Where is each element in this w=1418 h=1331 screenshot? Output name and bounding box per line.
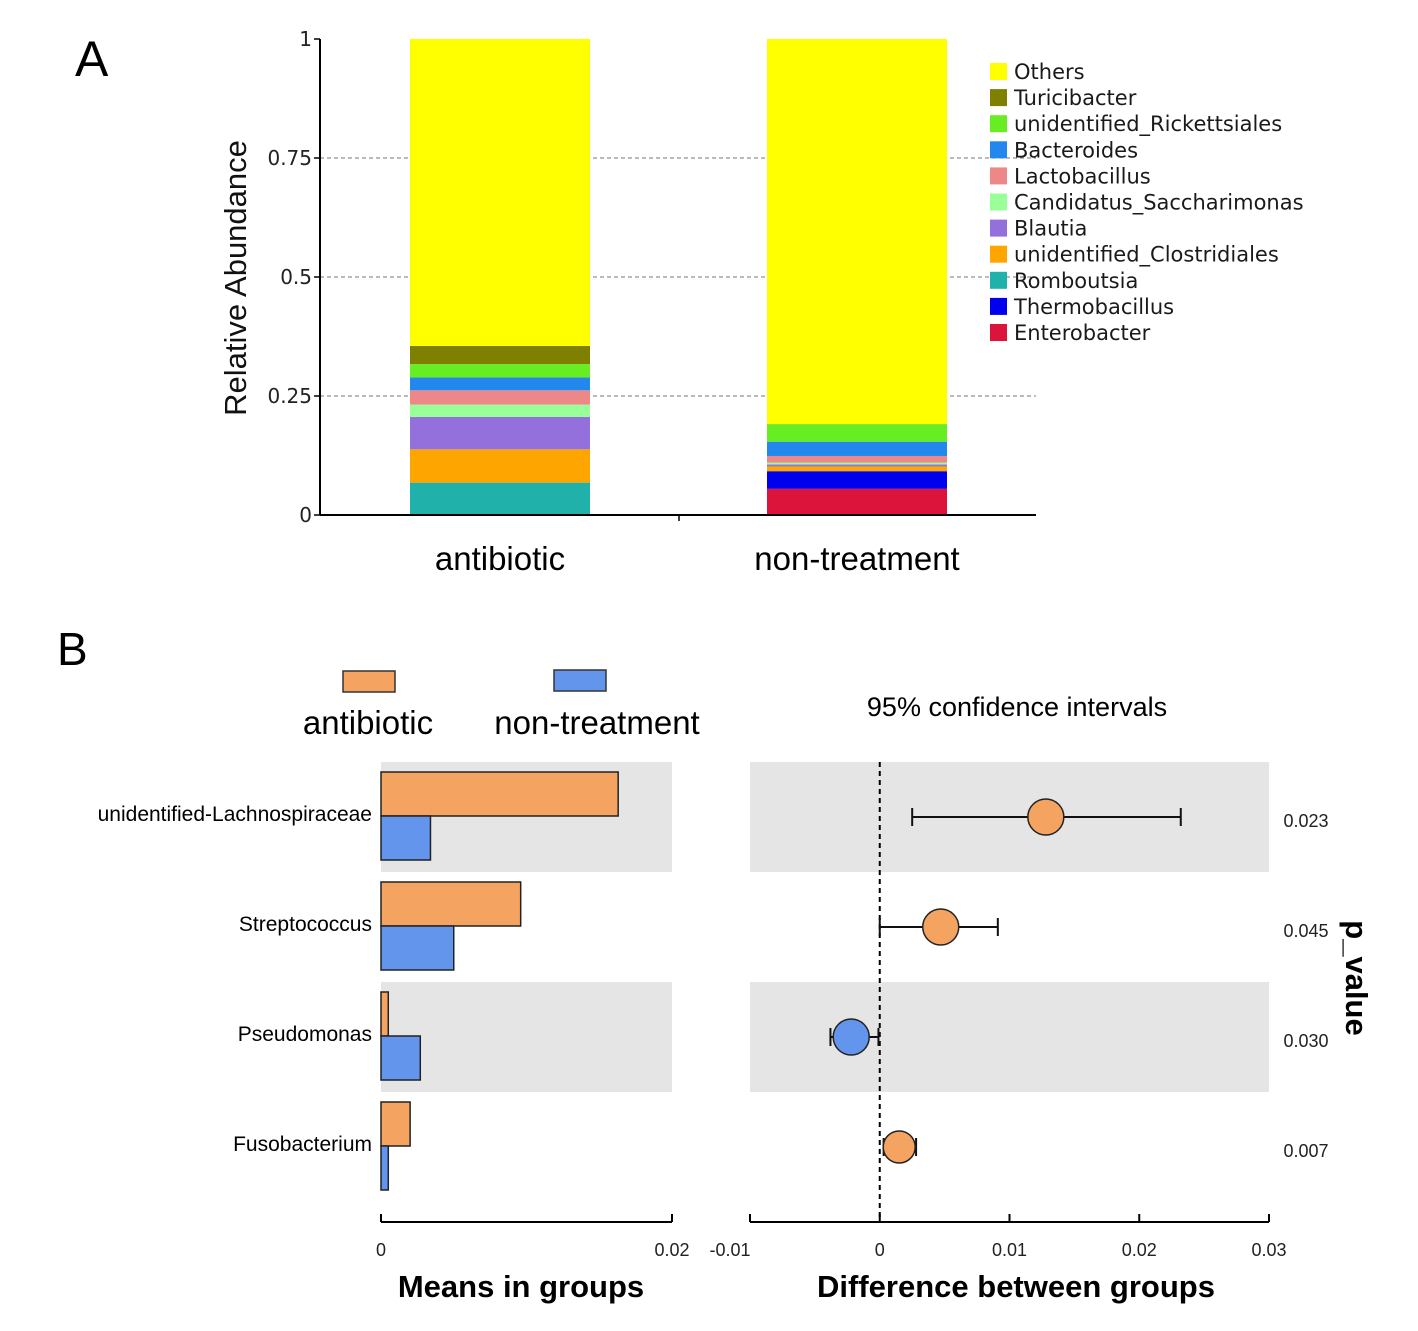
x-tick-label-0: 0 bbox=[875, 1240, 885, 1260]
legend-swatch-thermobacillus bbox=[990, 297, 1007, 315]
bar-antibiotic-streptococcus bbox=[380, 881, 522, 927]
legend-swatch-unidentified-rickettsiales bbox=[990, 115, 1007, 133]
legend-label-bacteroides: Bacteroides bbox=[1014, 138, 1138, 162]
bar-segment-non-treatment-lactobacillus bbox=[767, 455, 947, 463]
bar-segment-non-treatment-unidentified-rickettsiales bbox=[767, 424, 947, 442]
p-value-axis-label: p_value bbox=[1339, 920, 1374, 1035]
bar-segment-antibiotic-lactobacillus bbox=[410, 390, 590, 405]
chart-title: 95% confidence intervals bbox=[867, 692, 1167, 722]
bar-segment-non-treatment-thermobacillus bbox=[767, 471, 947, 489]
legend-label-turicibacter: Turicibacter bbox=[1013, 86, 1137, 110]
legend-swatch-non-treatment bbox=[553, 669, 607, 692]
bar-segment-antibiotic-unidentified-rickettsiales bbox=[410, 364, 590, 378]
x-axis-label: Means in groups bbox=[398, 1269, 644, 1304]
y-tick-label-1: 1 bbox=[299, 27, 312, 51]
row-background-2 bbox=[381, 982, 672, 1092]
panel-b-difference-chart: 95% confidence intervals0.0230.0450.0300… bbox=[709, 692, 1374, 1304]
bar-segment-non-treatment-blautia bbox=[767, 464, 947, 467]
category-label-fusobacterium: Fusobacterium bbox=[233, 1133, 372, 1156]
x-tick-label-0-01: 0.01 bbox=[992, 1240, 1027, 1260]
bar-segment-antibiotic-unidentified-clostridiales bbox=[410, 449, 590, 483]
row-background-2 bbox=[750, 982, 1269, 1092]
x-tick-label-non-treatment: non-treatment bbox=[754, 540, 959, 577]
legend-label-lactobacillus: Lactobacillus bbox=[1014, 164, 1151, 188]
legend-swatch-candidatus-saccharimonas bbox=[990, 193, 1007, 211]
x-tick-label-antibiotic: antibiotic bbox=[435, 540, 565, 577]
bar-segment-non-treatment-enterobacter bbox=[767, 488, 947, 515]
y-axis-label: Relative Abundance bbox=[218, 140, 253, 416]
estimate-point-unidentified-lachnospiraceae bbox=[1027, 798, 1065, 836]
legend-swatch-turicibacter bbox=[990, 89, 1007, 107]
legend-label-romboutsia: Romboutsia bbox=[1014, 269, 1138, 293]
bar-segment-antibiotic-turicibacter bbox=[410, 346, 590, 365]
legend-swatch-enterobacter bbox=[990, 324, 1007, 341]
legend-label-unidentified-clostridiales: unidentified_Clostridiales bbox=[1014, 243, 1279, 268]
bar-segment-non-treatment-unidentified-clostridiales bbox=[767, 466, 947, 472]
panel-b-means-chart: antibiotic non-treatment unidentified-Lach… bbox=[98, 669, 700, 1304]
legend-label-others: Others bbox=[1014, 60, 1085, 84]
x-tick-label-0-02: 0.02 bbox=[654, 1240, 689, 1260]
bar-segment-non-treatment-bacteroides bbox=[767, 441, 947, 456]
bar-segment-antibiotic-romboutsia bbox=[410, 482, 590, 515]
bar-non-treatment-unidentified-lachnospiraceae bbox=[380, 815, 432, 861]
bar-non-treatment-pseudomonas bbox=[380, 1035, 422, 1081]
x-tick-label-0-01: -0.01 bbox=[709, 1240, 750, 1260]
legend-swatch-blautia bbox=[990, 219, 1007, 237]
legend-swatch-others bbox=[990, 63, 1007, 80]
p-value-streptococcus: 0.045 bbox=[1283, 921, 1328, 941]
bar-antibiotic-unidentified-lachnospiraceae bbox=[380, 771, 619, 817]
panel-a-stacked-bar-chart: antibiotic non-treatment 0 0.25 0.5 0.75 1 Rela… bbox=[218, 27, 1304, 577]
panel-a-label: A bbox=[75, 31, 109, 87]
legend-label-non-treatment: non-treatment bbox=[494, 704, 699, 741]
legend-label-antibiotic: antibiotic bbox=[303, 704, 433, 741]
legend-swatch-unidentified-clostridiales bbox=[990, 245, 1007, 263]
legend-label-enterobacter: Enterobacter bbox=[1014, 321, 1151, 345]
estimate-point-fusobacterium bbox=[882, 1130, 916, 1164]
legend-label-thermobacillus: Thermobacillus bbox=[1013, 295, 1174, 319]
bar-non-treatment-fusobacterium bbox=[380, 1145, 390, 1191]
x-tick-label-0-02: 0.02 bbox=[1122, 1240, 1157, 1260]
legend-swatch-lactobacillus bbox=[990, 167, 1007, 185]
p-value-unidentified-lachnospiraceae: 0.023 bbox=[1283, 811, 1328, 831]
legend-label-unidentified-rickettsiales: unidentified_Rickettsiales bbox=[1014, 112, 1282, 137]
legend-swatch-antibiotic bbox=[342, 670, 396, 693]
y-tick-label-0-75: 0.75 bbox=[267, 146, 312, 170]
p-value-fusobacterium: 0.007 bbox=[1283, 1141, 1328, 1161]
bar-antibiotic-fusobacterium bbox=[380, 1101, 411, 1147]
category-label-streptococcus: Streptococcus bbox=[239, 913, 372, 936]
legend-swatch-romboutsia bbox=[990, 271, 1007, 289]
x-tick-label-0: 0 bbox=[376, 1240, 386, 1260]
panel-b-label: B bbox=[57, 623, 88, 675]
y-tick-label-0-25: 0.25 bbox=[267, 384, 312, 408]
bar-segment-non-treatment-others bbox=[767, 39, 947, 425]
bar-segment-antibiotic-candidatus-saccharimonas bbox=[410, 404, 590, 417]
x-tick-label-0-03: 0.03 bbox=[1251, 1240, 1286, 1260]
bar-segment-antibiotic-bacteroides bbox=[410, 377, 590, 391]
bar-segment-non-treatment-candidatus-saccharimonas bbox=[767, 462, 947, 465]
bar-segment-antibiotic-blautia bbox=[410, 416, 590, 450]
legend-swatch-bacteroides bbox=[990, 141, 1007, 159]
bar-non-treatment-streptococcus bbox=[380, 925, 455, 971]
category-label-unidentified-lachnospiraceae: unidentified-Lachnospiraceae bbox=[98, 803, 372, 826]
legend-label-candidatus-saccharimonas: Candidatus_Saccharimonas bbox=[1014, 191, 1304, 216]
y-tick-label-0-5: 0.5 bbox=[280, 265, 312, 289]
legend-label-blautia: Blautia bbox=[1014, 217, 1087, 241]
x-axis-label: Difference between groups bbox=[817, 1269, 1215, 1304]
bar-segment-antibiotic-others bbox=[410, 39, 590, 347]
estimate-point-pseudomonas bbox=[832, 1018, 870, 1056]
p-value-pseudomonas: 0.030 bbox=[1283, 1031, 1328, 1051]
y-tick-label-0: 0 bbox=[299, 503, 312, 527]
estimate-point-streptococcus bbox=[921, 908, 960, 946]
category-label-pseudomonas: Pseudomonas bbox=[238, 1023, 372, 1046]
bar-antibiotic-pseudomonas bbox=[380, 991, 390, 1037]
